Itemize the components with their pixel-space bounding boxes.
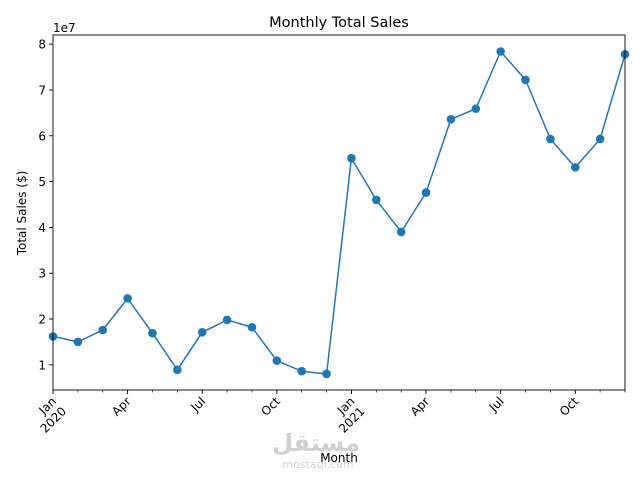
y-tick-label: 4 — [38, 221, 46, 235]
data-point — [421, 188, 431, 197]
y-tick-label: 6 — [38, 129, 46, 143]
chart-title: Monthly Total Sales — [269, 15, 409, 31]
data-point — [471, 104, 481, 114]
data-point — [347, 153, 356, 163]
watermark-logo: مستقل — [272, 429, 360, 457]
data-point — [148, 328, 157, 338]
y-tick-label: 8 — [38, 38, 46, 52]
data-point — [98, 325, 108, 335]
data-point — [297, 366, 306, 376]
data-point — [595, 134, 605, 144]
y-axis-label: Total Sales ($) — [15, 171, 29, 257]
data-point — [272, 356, 282, 365]
y-tick-label: 2 — [38, 313, 46, 327]
x-axis-label: Month — [320, 451, 358, 465]
data-point — [222, 315, 232, 325]
data-point — [446, 114, 456, 124]
y-tick-label: 7 — [38, 83, 46, 97]
y-tick-label: 3 — [38, 267, 46, 281]
data-point — [521, 75, 530, 85]
data-point — [546, 134, 555, 144]
data-point — [322, 369, 331, 379]
data-point — [247, 322, 257, 332]
data-point — [123, 294, 132, 303]
data-point — [173, 365, 182, 375]
data-point — [372, 195, 381, 205]
watermark: مستقل mostaql.com — [272, 429, 360, 471]
axes-frame — [52, 34, 626, 391]
data-point — [496, 47, 505, 56]
data-point — [570, 163, 580, 172]
y-tick-label: 5 — [38, 175, 46, 189]
series-line — [52, 50, 626, 375]
y-tick-label: 1 — [38, 358, 46, 372]
data-point — [73, 337, 83, 347]
data-point — [396, 227, 406, 237]
data-point — [197, 327, 207, 337]
y-axis-multiplier: 1e7 — [53, 21, 76, 35]
watermark-site: mostaql.com — [282, 458, 353, 471]
